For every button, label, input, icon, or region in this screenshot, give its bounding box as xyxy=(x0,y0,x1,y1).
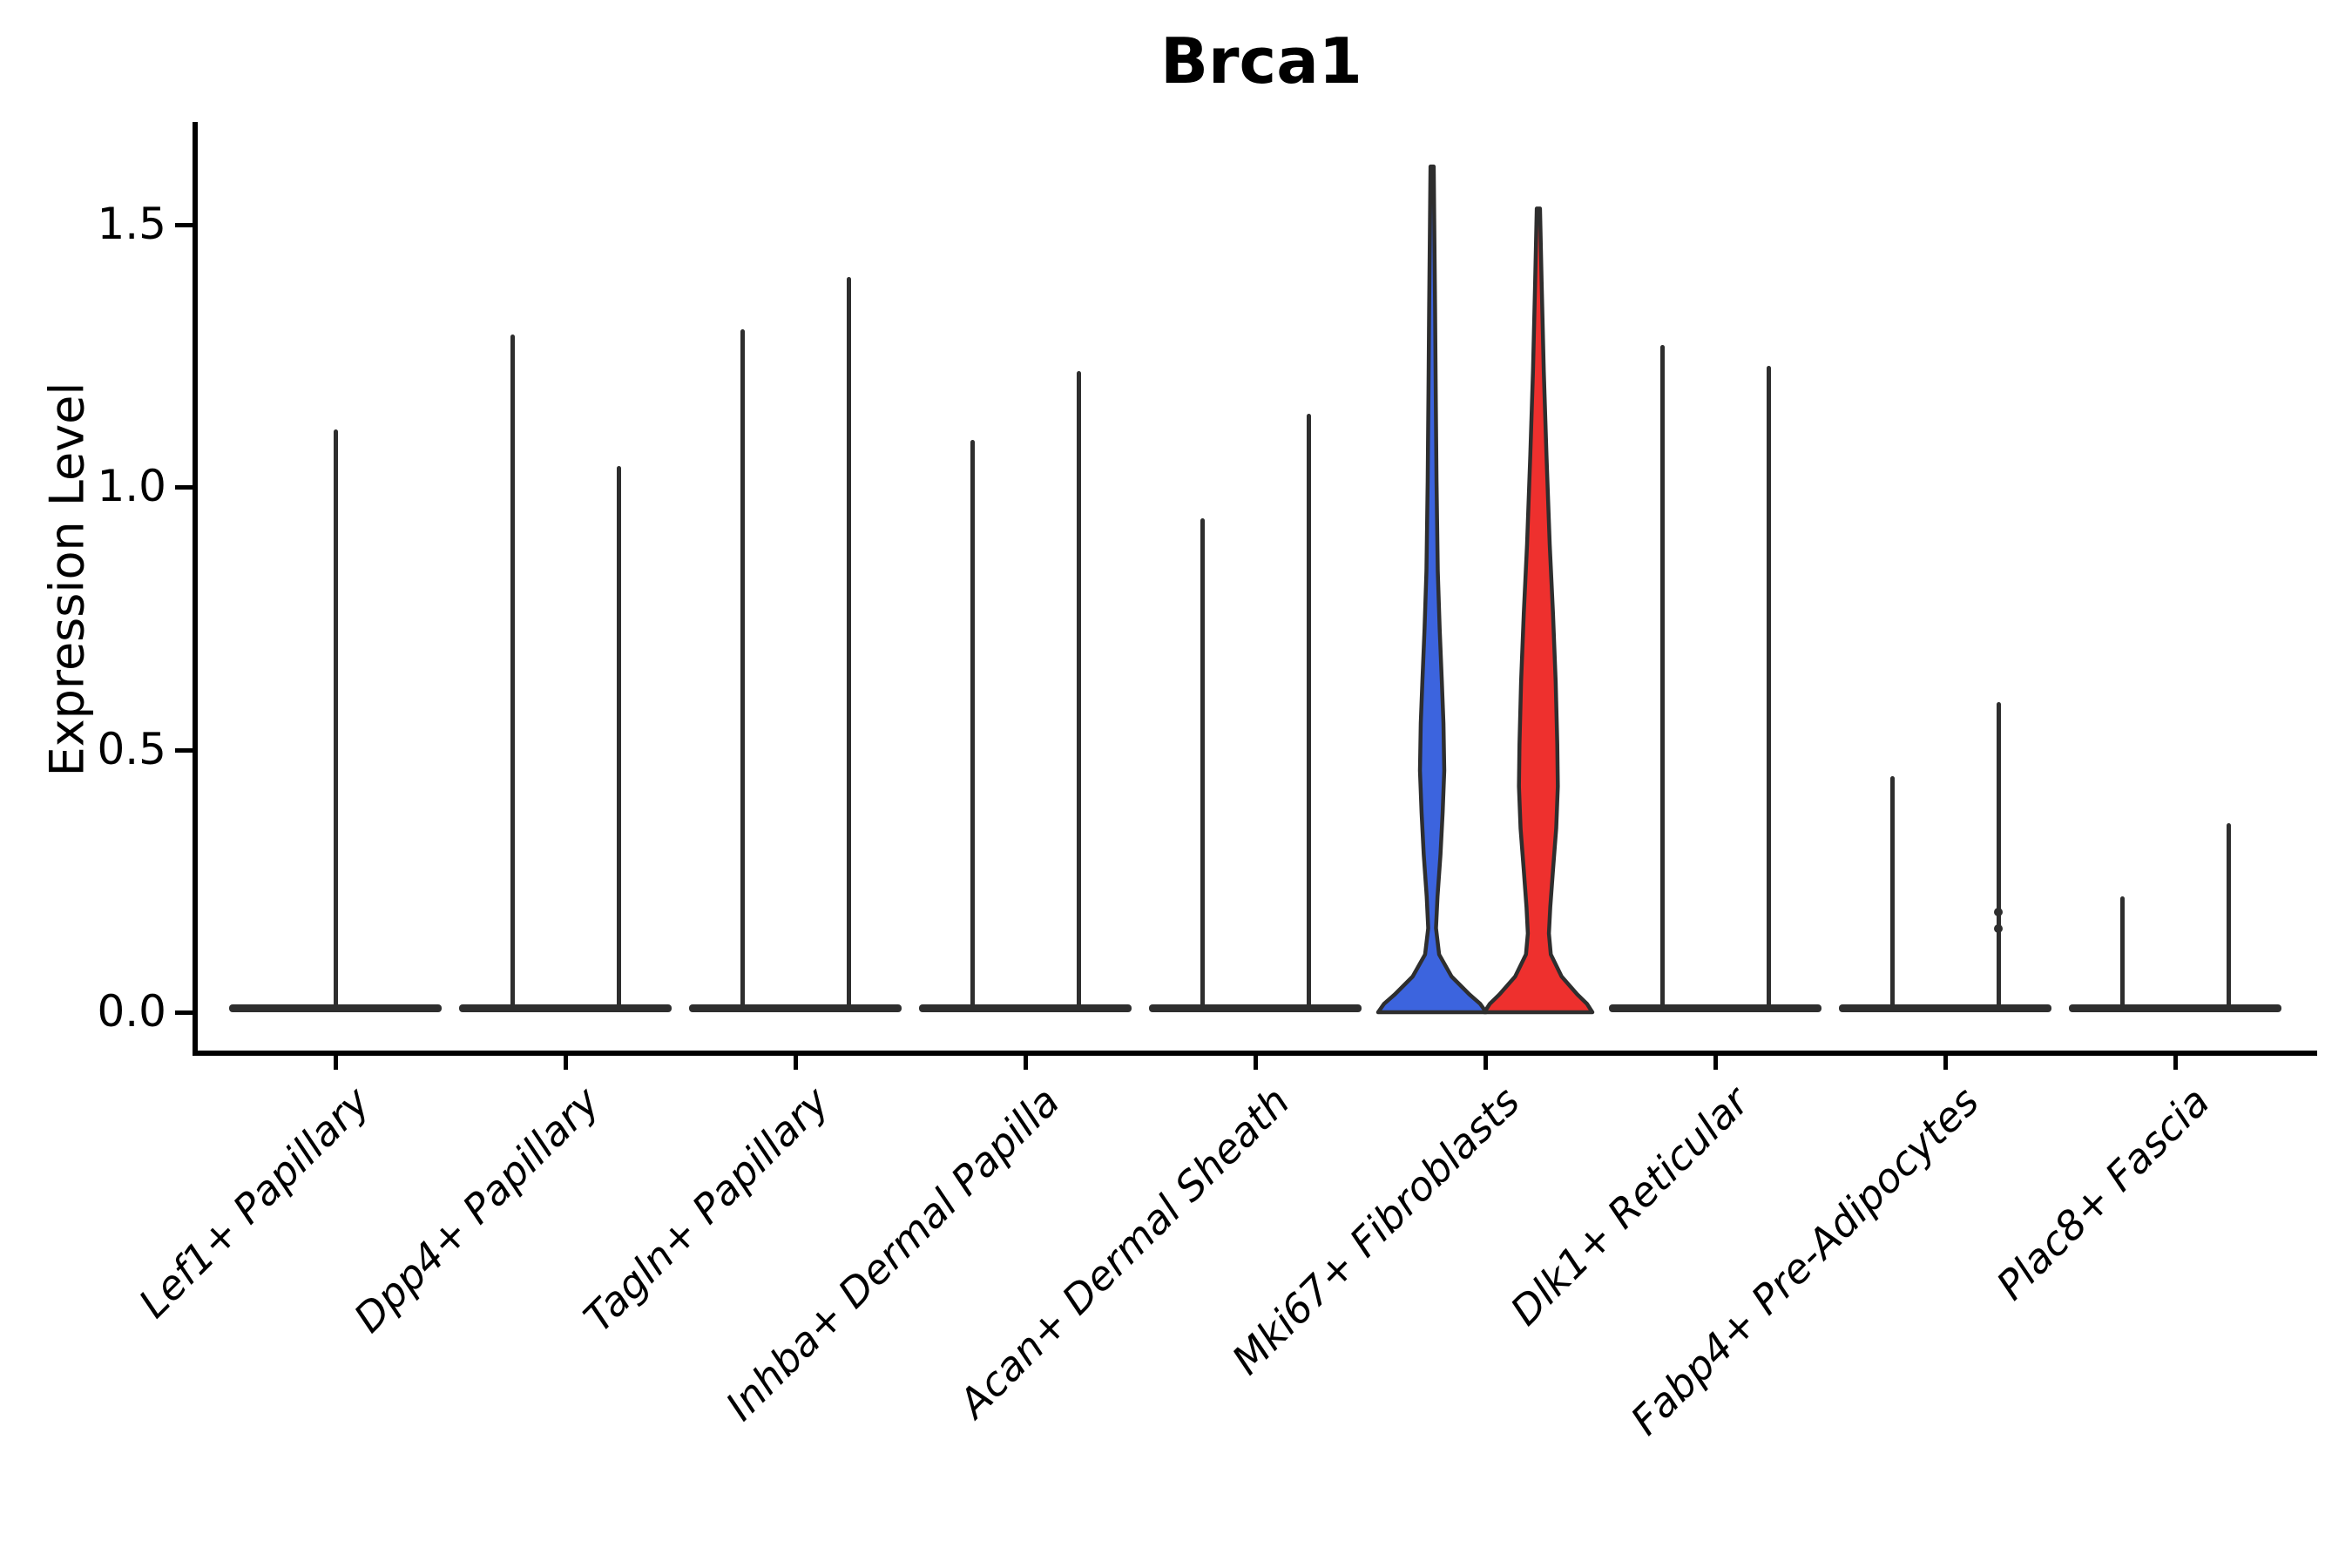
violin-spike xyxy=(1659,345,1665,1012)
violin-spike xyxy=(846,276,851,1012)
y-tick xyxy=(175,1010,193,1015)
x-tick xyxy=(2173,1056,2178,1070)
y-tick xyxy=(175,222,193,227)
violin-spike xyxy=(2119,896,2125,1012)
y-tick-label: 1.5 xyxy=(97,198,166,249)
x-tick xyxy=(1943,1056,1948,1070)
violin-spike xyxy=(1306,413,1311,1012)
x-tick xyxy=(1024,1056,1028,1070)
violin-base xyxy=(2069,1004,2281,1012)
violin-right xyxy=(1482,206,1595,1015)
violin-spike xyxy=(740,329,745,1012)
x-tick xyxy=(1254,1056,1258,1070)
violin-base xyxy=(689,1004,902,1012)
y-tick-label: 0.0 xyxy=(97,986,166,1037)
violin-base xyxy=(1149,1004,1362,1012)
y-tick-label: 1.0 xyxy=(97,461,166,511)
x-category-label: Lef1+ Papillary xyxy=(129,1078,379,1328)
x-tick xyxy=(794,1056,798,1070)
chart-title: Brca1 xyxy=(1160,24,1362,98)
violin-spike xyxy=(1766,366,1771,1012)
x-tick xyxy=(564,1056,568,1070)
x-tick xyxy=(334,1056,338,1070)
x-category-label: Dpp4+ Papillary xyxy=(344,1078,609,1342)
x-category-label: Dlk1+ Reticular xyxy=(1501,1078,1759,1335)
data-point xyxy=(1994,908,2003,917)
violin-base xyxy=(459,1004,672,1012)
x-tick xyxy=(1484,1056,1488,1070)
violin-spike xyxy=(970,439,975,1012)
y-axis-label: Expression Level xyxy=(39,382,95,777)
violin-spike xyxy=(510,335,515,1012)
violin-spike xyxy=(2226,822,2231,1012)
violin-spike xyxy=(1996,702,2001,1012)
violin-spike xyxy=(1889,775,1895,1012)
violin-spike xyxy=(1200,518,1205,1012)
y-tick xyxy=(175,747,193,753)
violin-base xyxy=(919,1004,1132,1012)
violin-base xyxy=(1609,1004,1821,1012)
data-point xyxy=(1994,923,2003,933)
x-axis xyxy=(193,1051,2317,1056)
violin-spike xyxy=(616,465,621,1012)
x-tick xyxy=(1713,1056,1718,1070)
violin-spike xyxy=(1076,371,1081,1012)
y-tick-label: 0.5 xyxy=(97,723,166,774)
violin-base xyxy=(1839,1004,2051,1012)
y-tick xyxy=(175,485,193,490)
violin-left xyxy=(1375,164,1489,1015)
x-category-label: Plac8+ Fascia xyxy=(1986,1078,2219,1309)
y-axis xyxy=(193,122,198,1056)
violin-spike xyxy=(333,429,338,1012)
x-category-label: Tagln+ Papillary xyxy=(575,1078,839,1342)
